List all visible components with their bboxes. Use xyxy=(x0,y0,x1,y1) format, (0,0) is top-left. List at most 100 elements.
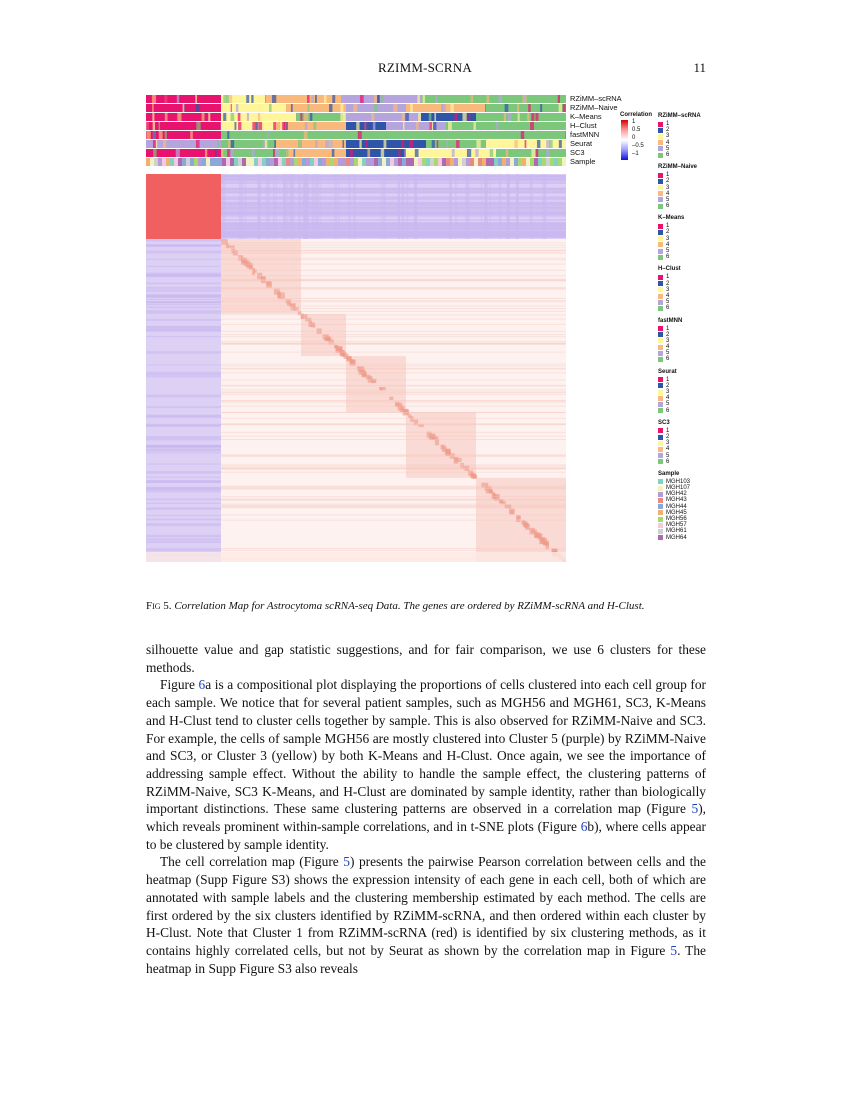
colorbar-tick: –0.5 xyxy=(632,143,644,149)
legend-item: 3 xyxy=(658,287,701,293)
legend-swatch xyxy=(658,344,663,350)
legend-swatch xyxy=(658,223,663,229)
legend-swatch xyxy=(658,242,663,248)
figure-reference-link[interactable]: 5 xyxy=(670,942,678,958)
legend-swatch xyxy=(658,389,663,395)
legend-label: 3 xyxy=(666,440,670,447)
legend-swatch xyxy=(658,504,663,510)
legend-item: 5 xyxy=(658,146,701,152)
legend-label: 6 xyxy=(666,254,670,261)
text-run: b), where cells appear to be clustered b… xyxy=(146,819,706,852)
legend-item: 5 xyxy=(658,453,701,459)
legend-item: MGH57 xyxy=(658,522,701,528)
legend-group: SC3 1 2 3 4 5 6 xyxy=(658,419,701,465)
track-label: Seurat xyxy=(570,139,593,148)
running-title: RZIMM-SCRNA xyxy=(378,60,472,75)
legend-swatch xyxy=(658,528,663,534)
legend-item: 1 xyxy=(658,172,701,178)
legend-label: 1 xyxy=(666,427,670,434)
legend-swatch xyxy=(658,350,663,356)
legend-swatch xyxy=(658,274,663,280)
legend-label: 6 xyxy=(666,203,670,210)
legend-label: 5 xyxy=(666,248,670,254)
legend-swatch xyxy=(658,510,663,516)
legend-group: H–Clust 1 2 3 4 5 6 xyxy=(658,265,701,311)
legend-label: 4 xyxy=(666,344,670,351)
legend-swatch xyxy=(658,133,663,139)
legend-label: MGH45 xyxy=(666,509,687,516)
legend-item: 4 xyxy=(658,242,701,248)
track-label: RZiMM–scRNA xyxy=(570,94,622,103)
legend-item: 5 xyxy=(658,401,701,407)
figure-reference-link[interactable]: 6 xyxy=(198,677,206,693)
legend-swatch xyxy=(658,395,663,401)
page-number: 11 xyxy=(693,60,706,75)
track-label: RZiMM–Naive xyxy=(570,103,618,112)
legend-item: 2 xyxy=(658,178,701,184)
legend-title: H–Clust xyxy=(658,266,681,273)
legend-swatch xyxy=(658,408,663,414)
legend-swatch xyxy=(658,383,663,389)
legend-item: 5 xyxy=(658,197,701,203)
legend-item: MGH42 xyxy=(658,491,701,497)
legend-item: 6 xyxy=(658,408,701,414)
legend-item: 3 xyxy=(658,389,701,395)
correlation-heatmap xyxy=(146,95,566,562)
legend-item: 2 xyxy=(658,383,701,389)
legend-title: Seurat xyxy=(658,368,677,375)
legend-swatch xyxy=(658,299,663,305)
legend-label: 5 xyxy=(666,299,670,306)
legend-label: MGH44 xyxy=(666,503,687,510)
colorbar-tick: –1 xyxy=(632,151,639,157)
legend-item: 2 xyxy=(658,332,701,338)
legend-item: 1 xyxy=(658,274,701,280)
legend-label: 5 xyxy=(666,145,670,152)
paragraph: silhouette value and gap statistic sugge… xyxy=(146,642,706,675)
figure-reference-link[interactable]: 6 xyxy=(580,819,588,835)
correlation-legend: Correlation 1 0.5 0 –0.5 –1 xyxy=(620,112,652,160)
legend-title: K–Means xyxy=(658,215,685,222)
legend-swatch xyxy=(658,191,663,197)
colorbar-tick: 0 xyxy=(632,135,636,141)
legend-swatch xyxy=(658,434,663,440)
legend-label: 1 xyxy=(666,274,670,281)
legend-item: MGH45 xyxy=(658,510,701,516)
legend-label: 6 xyxy=(666,356,670,363)
track-label: fastMNN xyxy=(570,130,600,139)
legend-group: K–Means 1 2 3 4 5 6 xyxy=(658,214,701,260)
legend-group: Sample MGH103 MGH107 MGH42 MGH43 MGH44 MGH45 MG… xyxy=(658,470,701,541)
legend-item: 2 xyxy=(658,281,701,287)
track-label: SC3 xyxy=(570,148,585,157)
legend-swatch xyxy=(658,127,663,133)
legend-swatch xyxy=(658,146,663,152)
legend-swatch xyxy=(658,516,663,522)
legend-swatch xyxy=(658,248,663,254)
legend-item: 1 xyxy=(658,223,701,229)
annotation-track-labels: RZiMM–scRNA RZiMM–Naive K–Means H–Clust … xyxy=(570,94,622,166)
legend-label: 2 xyxy=(666,433,670,440)
legend-item: 1 xyxy=(658,326,701,332)
legend-label: 6 xyxy=(666,407,670,414)
legend-swatch xyxy=(658,377,663,383)
legend-item: 5 xyxy=(658,350,701,356)
text-run: . The heatmap in Supp Figure S3 also rev… xyxy=(146,942,706,976)
legend-swatch xyxy=(658,485,663,491)
track-label: H–Clust xyxy=(570,121,597,130)
legend-label: 3 xyxy=(666,286,670,293)
figure-reference-link[interactable]: 5 xyxy=(691,801,699,817)
legend-swatch xyxy=(658,440,663,446)
figure-reference-link[interactable]: 5 xyxy=(343,854,350,870)
legend-title: RZiMM–scRNA xyxy=(658,113,701,119)
legend-label: 1 xyxy=(666,376,670,383)
legend-swatch xyxy=(658,491,663,497)
legend-title: RZiMM–Naive xyxy=(658,164,698,171)
legend-label: 4 xyxy=(666,395,670,402)
legend-label: 1 xyxy=(666,172,670,179)
legend-group: RZiMM–Naive 1 2 3 4 5 6 xyxy=(658,163,701,209)
legend-swatch xyxy=(658,172,663,178)
legend-swatch xyxy=(658,230,663,236)
legend-swatch xyxy=(658,197,663,203)
legend-title: SC3 xyxy=(658,419,670,426)
legend-item: MGH43 xyxy=(658,497,701,503)
legend-item: 6 xyxy=(658,254,701,260)
